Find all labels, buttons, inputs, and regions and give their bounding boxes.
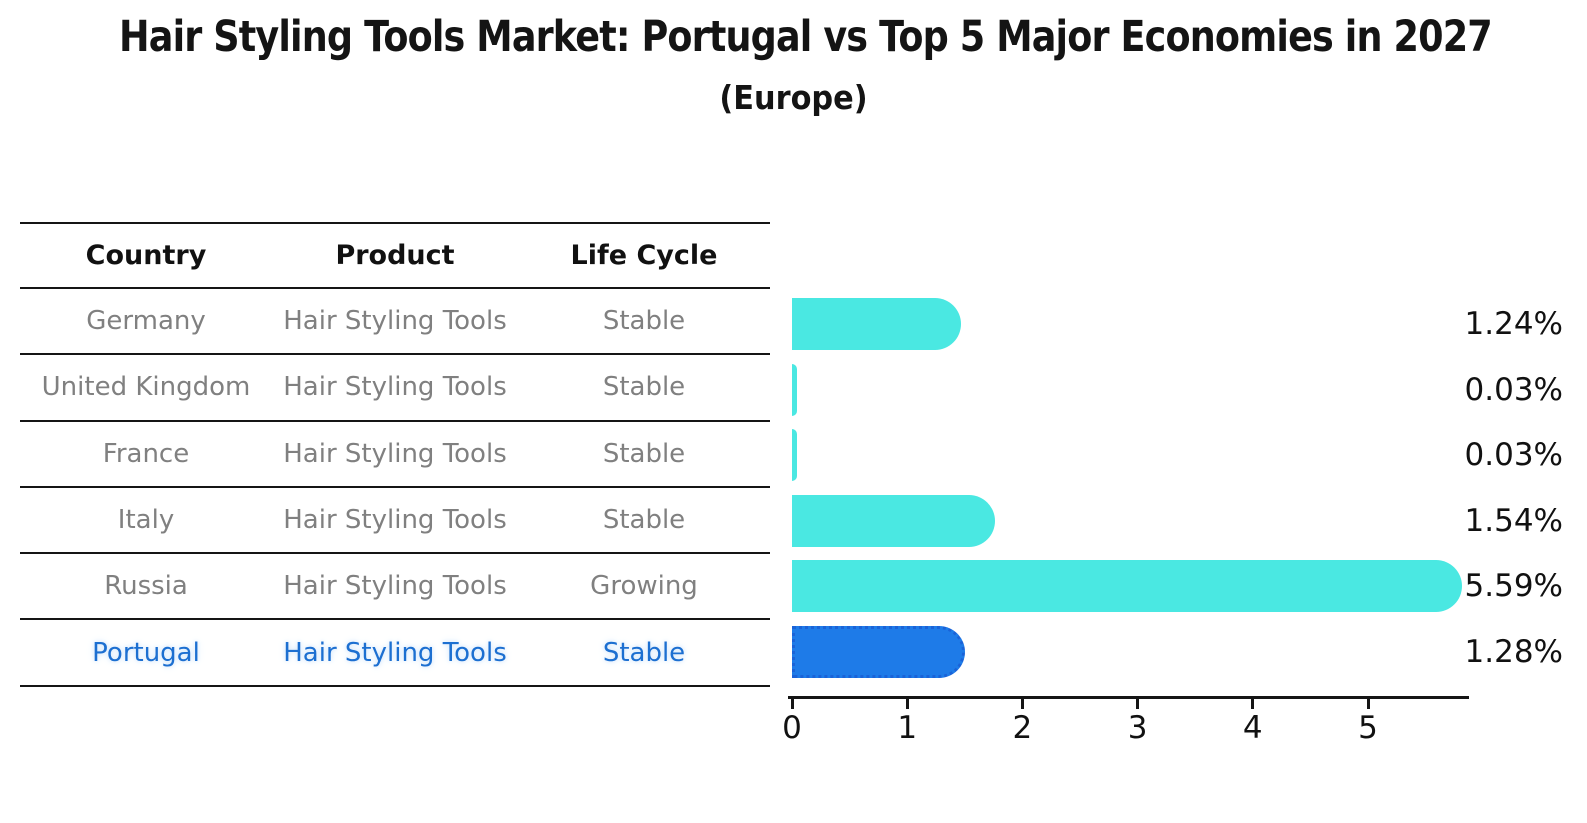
country-table: Country Product Life Cycle Germany Hair S… <box>20 222 770 687</box>
x-tick-label: 5 <box>1358 710 1378 746</box>
cell-country: France <box>102 438 190 469</box>
chart-title: Hair Styling Tools Market: Portugal vs T… <box>119 12 1493 62</box>
table-row: France Hair Styling Tools Stable <box>20 422 770 488</box>
bar-russia <box>792 560 1462 613</box>
chart-subtitle: (Europe) <box>719 78 868 117</box>
bar-value-label: 1.24% <box>1464 306 1563 342</box>
x-axis-line <box>788 696 1469 699</box>
cell-product: Hair Styling Tools <box>283 438 507 469</box>
cell-life-cycle: Growing <box>590 571 698 602</box>
x-tick-label: 4 <box>1242 710 1263 746</box>
table-header-row: Country Product Life Cycle <box>20 222 770 289</box>
bar-italy <box>792 494 996 547</box>
cell-life-cycle: Stable <box>602 637 686 668</box>
cell-product: Hair Styling Tools <box>283 306 507 337</box>
cell-country: United Kingdom <box>41 372 251 403</box>
bar-value-label: 0.03% <box>1464 437 1563 474</box>
x-tick-label: 3 <box>1127 710 1148 746</box>
x-tick-mark <box>1020 699 1024 709</box>
x-tick-label: 2 <box>1012 710 1033 746</box>
x-tick-mark <box>790 699 794 709</box>
bar-france <box>792 429 797 482</box>
x-tick-mark <box>1251 699 1255 709</box>
table-row: Germany Hair Styling Tools Stable <box>20 289 770 356</box>
cell-life-cycle: Stable <box>602 505 686 536</box>
x-tick-mark <box>1136 699 1140 709</box>
bar-value-label: 1.28% <box>1464 634 1563 670</box>
cell-product: Hair Styling Tools <box>283 505 507 536</box>
column-header-country: Country <box>85 240 207 271</box>
cell-country: Russia <box>104 571 188 602</box>
x-tick-label: 0 <box>782 710 802 746</box>
column-header-life-cycle: Life Cycle <box>570 240 718 271</box>
bar-united-kingdom <box>792 363 797 416</box>
table-body: Germany Hair Styling Tools Stable United Ki… <box>20 289 770 687</box>
table-row: Russia Hair Styling Tools Growing <box>20 554 770 621</box>
cell-product: Hair Styling Tools <box>283 637 507 668</box>
x-tick-mark <box>905 699 909 709</box>
table-row: United Kingdom Hair Styling Tools Stable <box>20 355 770 422</box>
cell-country: Italy <box>117 505 175 536</box>
bar-germany <box>792 298 961 350</box>
cell-life-cycle: Stable <box>602 438 686 469</box>
cell-country: Portugal <box>92 637 200 668</box>
cell-product: Hair Styling Tools <box>283 372 507 403</box>
cell-product: Hair Styling Tools <box>283 571 507 602</box>
cell-life-cycle: Stable <box>602 372 686 403</box>
table-row: Italy Hair Styling Tools Stable <box>20 488 770 555</box>
column-header-product: Product <box>335 240 455 271</box>
cell-life-cycle: Stable <box>602 306 686 337</box>
table-row: Portugal Hair Styling Tools Stable <box>20 620 770 687</box>
bar-value-label: 5.59% <box>1464 568 1563 605</box>
bar-portugal <box>792 626 966 678</box>
cell-country: Germany <box>86 306 206 337</box>
bar-value-label: 1.54% <box>1464 502 1563 539</box>
bar-value-label: 0.03% <box>1464 371 1563 408</box>
x-tick-label: 1 <box>897 710 918 746</box>
x-tick-mark <box>1366 699 1370 709</box>
